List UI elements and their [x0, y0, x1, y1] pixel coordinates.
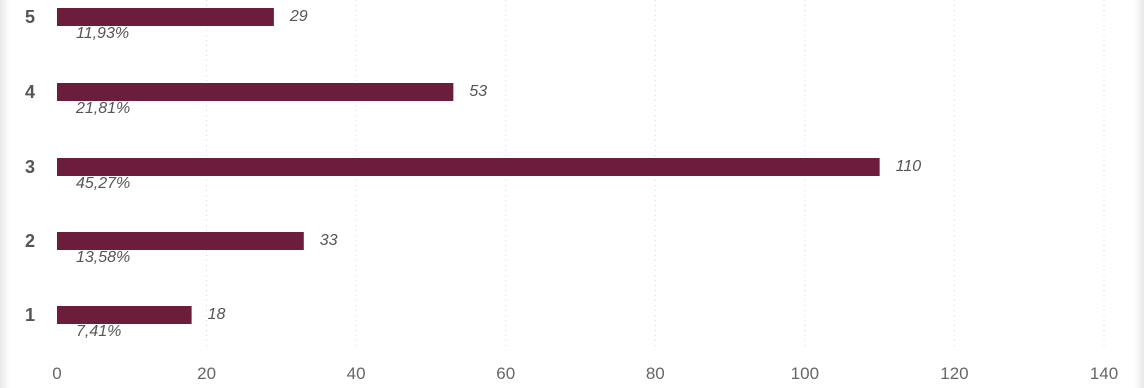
bar-1 — [57, 306, 192, 324]
category-label: 4 — [25, 82, 35, 102]
x-tick-label: 60 — [496, 364, 515, 383]
x-tick-label: 120 — [940, 364, 968, 383]
bar-2 — [57, 232, 304, 250]
category-label: 1 — [25, 305, 35, 325]
bar-5 — [57, 8, 274, 26]
bar-percent-label: 13,58% — [76, 249, 130, 266]
bar-4 — [57, 83, 454, 101]
bar-value-label: 18 — [208, 306, 226, 323]
x-tick-label: 100 — [791, 364, 819, 383]
bar-percent-label: 21,81% — [75, 100, 130, 117]
labels-layer: 5 29 11,93% 4 53 21,81% 3 110 45,27% 2 33 13,58% 1 18… — [25, 7, 921, 340]
x-tick-label: 40 — [347, 364, 366, 383]
category-label: 2 — [25, 231, 35, 251]
category-label: 3 — [25, 157, 35, 177]
bar-value-label: 33 — [320, 232, 338, 249]
x-axis: 0 20 40 60 80 100 120 140 — [52, 364, 1118, 383]
bars-layer — [57, 8, 880, 324]
x-tick-label: 0 — [52, 364, 61, 383]
bar-value-label: 53 — [469, 83, 487, 100]
bar-value-label: 29 — [289, 8, 308, 25]
x-tick-label: 20 — [197, 364, 216, 383]
bar-3 — [57, 158, 880, 176]
bar-value-label: 110 — [896, 158, 922, 175]
x-tick-label: 140 — [1090, 364, 1118, 383]
category-label: 5 — [25, 7, 35, 27]
bar-percent-label: 45,27% — [76, 175, 130, 192]
x-tick-label: 80 — [646, 364, 665, 383]
bar-percent-label: 7,41% — [76, 323, 121, 340]
bar-percent-label: 11,93% — [76, 25, 129, 42]
